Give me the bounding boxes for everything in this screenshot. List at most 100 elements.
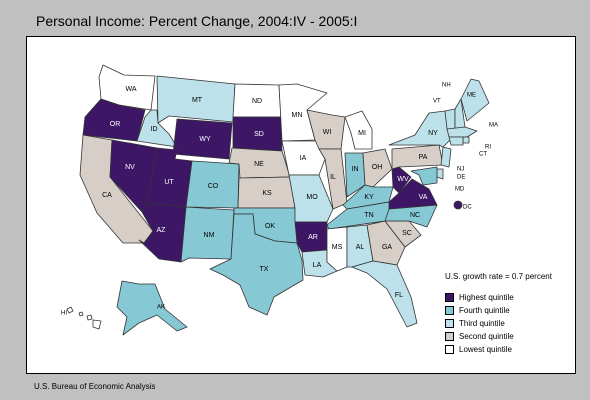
state-label-callout: DE	[457, 175, 465, 181]
state-label: OR	[110, 121, 121, 128]
state-label: MN	[292, 112, 303, 119]
state-label-callout: HI	[61, 311, 67, 317]
legend-item-highest: Highest quintile	[445, 291, 552, 304]
state-label: MS	[332, 244, 343, 251]
legend: U.S. growth rate = 0.7 percent Highest q…	[445, 272, 552, 356]
state-label: NY	[428, 130, 438, 137]
legend-swatch	[445, 319, 454, 328]
state-label: IN	[352, 166, 359, 173]
legend-swatch	[445, 332, 454, 341]
state-label: MI	[358, 130, 366, 137]
state-RI[interactable]	[462, 136, 470, 144]
state-HI[interactable]	[66, 306, 74, 314]
state-label: WV	[397, 176, 409, 183]
state-label: WA	[125, 86, 136, 93]
us-growth-rate: U.S. growth rate = 0.7 percent	[445, 272, 552, 281]
legend-item-lowest: Lowest quintile	[445, 343, 552, 356]
state-label: OK	[265, 223, 275, 230]
legend-label: Highest quintile	[459, 293, 514, 302]
state-label: WY	[199, 136, 211, 143]
state-label-callout: AK	[157, 305, 165, 311]
state-TX[interactable]	[209, 213, 304, 316]
state-NC[interactable]	[384, 204, 438, 228]
state-label: KY	[364, 194, 374, 201]
state-WV[interactable]	[391, 166, 412, 194]
state-MT[interactable]	[156, 75, 236, 124]
state-label: NV	[125, 164, 135, 171]
legend-label: Second quintile	[459, 332, 514, 341]
state-label-callout: MD	[455, 187, 465, 193]
state-label: ID	[151, 126, 158, 133]
state-GA[interactable]	[366, 220, 406, 266]
state-label: WI	[323, 129, 332, 136]
state-DE[interactable]	[436, 168, 444, 180]
state-label: KS	[262, 190, 272, 197]
state-label: UT	[164, 179, 174, 186]
state-WA[interactable]	[98, 64, 156, 111]
map-panel: WA OR CA NV ID MT WY UT AZ CO NM ND SD NE KS OK TX MN IA MO…	[26, 36, 576, 374]
hawaii-island-2	[78, 311, 84, 317]
state-IA[interactable]	[281, 140, 326, 176]
state-label: VA	[419, 194, 428, 201]
state-label-callout: ME	[467, 93, 476, 99]
us-map: WA OR CA NV ID MT WY UT AZ CO NM ND SD NE KS OK TX MN IA MO…	[61, 64, 498, 336]
state-label: AL	[356, 244, 365, 251]
state-label: NC	[410, 212, 420, 219]
state-label: MT	[192, 97, 203, 104]
state-label-callout: NJ	[457, 167, 464, 173]
state-CT[interactable]	[448, 136, 464, 146]
state-NM[interactable]	[180, 206, 235, 263]
legend-swatch	[445, 306, 454, 315]
state-label: SD	[254, 131, 264, 138]
state-label: GA	[382, 244, 392, 251]
state-FL[interactable]	[351, 260, 418, 328]
state-label: AR	[308, 234, 318, 241]
hawaii-island-3	[86, 314, 93, 321]
state-IL[interactable]	[318, 148, 348, 210]
state-DC[interactable]	[453, 200, 463, 210]
state-label: FL	[395, 292, 403, 299]
state-label-callout: DC	[463, 205, 472, 211]
state-label-callout: VT	[433, 99, 441, 105]
legend-item-fourth: Fourth quintile	[445, 304, 552, 317]
state-label: TN	[364, 212, 373, 219]
state-VT[interactable]	[444, 108, 456, 130]
state-label: SC	[402, 230, 412, 237]
state-AK[interactable]	[116, 280, 188, 336]
state-label: NM	[204, 232, 215, 239]
state-MS[interactable]	[326, 226, 348, 272]
legend-item-third: Third quintile	[445, 317, 552, 330]
state-label: AZ	[157, 227, 167, 234]
state-label: MO	[306, 194, 318, 201]
state-MA[interactable]	[446, 126, 478, 138]
map-title: Personal Income: Percent Change, 2004:IV…	[36, 13, 358, 29]
state-label-callout: CT	[479, 152, 487, 158]
state-label: IL	[330, 174, 336, 181]
state-NY[interactable]	[388, 110, 452, 148]
state-WY[interactable]	[172, 118, 233, 160]
state-label: PA	[419, 154, 428, 161]
state-MD[interactable]	[410, 166, 438, 186]
legend-swatch	[445, 293, 454, 302]
state-MI[interactable]	[344, 110, 373, 150]
state-label-callout: MA	[489, 123, 498, 129]
state-NJ[interactable]	[440, 146, 452, 168]
state-label-callout: RI	[485, 145, 491, 151]
state-label: NE	[254, 161, 264, 168]
legend-item-second: Second quintile	[445, 330, 552, 343]
state-label: TX	[260, 266, 269, 273]
state-label: CA	[102, 192, 112, 199]
state-ME[interactable]	[460, 78, 490, 122]
state-label: LA	[313, 262, 322, 269]
hawaii-island-4	[92, 319, 102, 330]
state-label: IA	[300, 155, 307, 162]
state-ID[interactable]	[136, 109, 178, 148]
source-credit: U.S. Bureau of Economic Analysis	[34, 382, 156, 391]
legend-label: Third quintile	[459, 319, 505, 328]
legend-label: Fourth quintile	[459, 306, 510, 315]
legend-swatch	[445, 345, 454, 354]
state-OH[interactable]	[362, 148, 393, 188]
legend-label: Lowest quintile	[459, 345, 512, 354]
state-PA[interactable]	[391, 144, 444, 170]
state-label: OH	[372, 164, 383, 171]
